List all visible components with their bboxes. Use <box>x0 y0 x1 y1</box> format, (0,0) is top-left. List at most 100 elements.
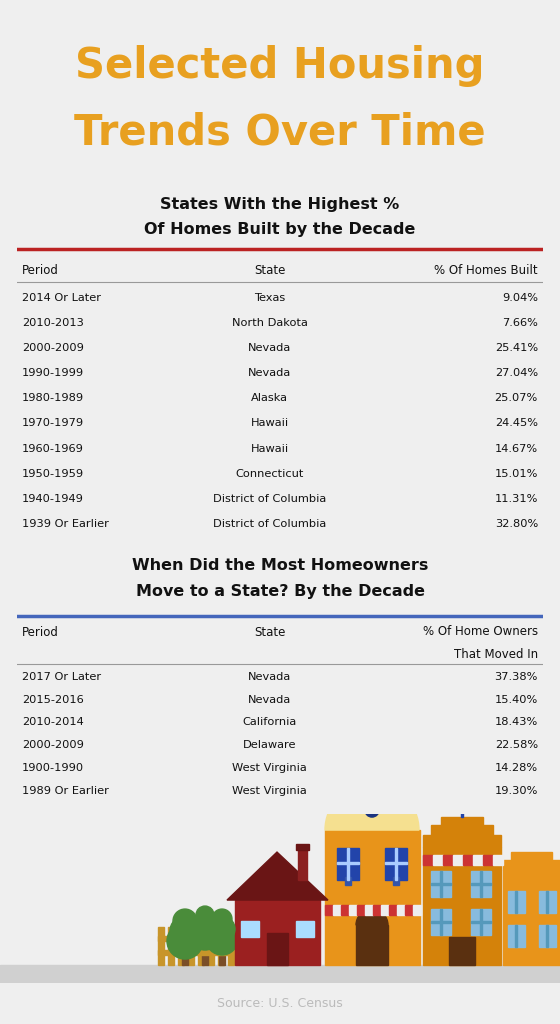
Bar <box>431 909 451 935</box>
Circle shape <box>196 906 214 924</box>
Bar <box>298 845 307 880</box>
Bar <box>188 927 194 965</box>
Bar <box>371 773 373 792</box>
Bar <box>423 855 433 865</box>
Text: When Did the Most Homeowners: When Did the Most Homeowners <box>132 558 428 573</box>
Bar <box>431 921 451 923</box>
Circle shape <box>206 923 238 955</box>
Text: 1980-1989: 1980-1989 <box>22 393 84 403</box>
Text: % Of Home Owners: % Of Home Owners <box>423 625 538 638</box>
Bar <box>483 855 493 865</box>
Text: 15.40%: 15.40% <box>494 694 538 705</box>
Bar <box>431 825 493 836</box>
Text: California: California <box>242 718 297 727</box>
Circle shape <box>167 923 203 959</box>
Circle shape <box>193 913 217 937</box>
Bar <box>381 905 389 915</box>
Text: 2010-2013: 2010-2013 <box>22 318 84 328</box>
Bar <box>413 905 421 915</box>
Text: 25.07%: 25.07% <box>494 393 538 403</box>
Bar <box>480 871 482 897</box>
Bar <box>385 848 407 880</box>
Bar <box>457 797 467 800</box>
Text: State: State <box>254 626 285 639</box>
Text: 2017 Or Later: 2017 Or Later <box>22 672 101 682</box>
Circle shape <box>365 803 379 817</box>
Text: 25.41%: 25.41% <box>495 343 538 353</box>
Circle shape <box>170 916 200 946</box>
Bar <box>493 855 503 865</box>
Text: 22.58%: 22.58% <box>495 740 538 751</box>
Bar <box>325 830 420 965</box>
Text: 2010-2014: 2010-2014 <box>22 718 84 727</box>
Bar <box>546 891 548 913</box>
Text: 18.43%: 18.43% <box>494 718 538 727</box>
Bar <box>440 909 442 935</box>
Bar <box>539 891 556 913</box>
Bar <box>546 925 548 947</box>
Bar <box>539 925 556 947</box>
Text: 1940-1949: 1940-1949 <box>22 494 84 504</box>
Text: Delaware: Delaware <box>242 740 296 751</box>
Bar <box>395 848 397 880</box>
Bar <box>228 927 234 965</box>
Text: Hawaii: Hawaii <box>250 443 288 454</box>
Bar <box>423 836 501 847</box>
Text: 1989 Or Earlier: 1989 Or Earlier <box>22 786 109 796</box>
Wedge shape <box>356 909 388 925</box>
Bar <box>471 871 491 897</box>
Text: That Moved In: That Moved In <box>454 648 538 662</box>
Text: District of Columbia: District of Columbia <box>213 519 326 528</box>
Bar <box>515 891 517 913</box>
Bar <box>349 905 357 915</box>
Text: 1960-1969: 1960-1969 <box>22 443 84 454</box>
Text: 2000-2009: 2000-2009 <box>22 343 84 353</box>
Bar <box>158 950 236 955</box>
Text: Nevada: Nevada <box>248 343 291 353</box>
Bar <box>385 862 407 864</box>
Text: West Virginia: West Virginia <box>232 763 307 773</box>
Text: 14.67%: 14.67% <box>495 443 538 454</box>
Text: States With the Highest %: States With the Highest % <box>160 197 400 212</box>
Bar <box>405 905 413 915</box>
Bar <box>503 870 560 965</box>
Text: 1950-1959: 1950-1959 <box>22 469 84 478</box>
Bar <box>158 936 236 941</box>
Bar <box>345 878 351 885</box>
Text: Period: Period <box>22 264 59 276</box>
Text: 9.04%: 9.04% <box>502 293 538 303</box>
Bar <box>365 905 373 915</box>
Wedge shape <box>325 783 419 830</box>
Text: 37.38%: 37.38% <box>494 672 538 682</box>
Text: 32.80%: 32.80% <box>494 519 538 528</box>
Text: Source: U.S. Census: Source: U.S. Census <box>217 997 343 1010</box>
Bar <box>463 855 473 865</box>
Bar <box>0 965 560 983</box>
Text: 1990-1999: 1990-1999 <box>22 369 84 378</box>
Text: 11.31%: 11.31% <box>494 494 538 504</box>
Bar <box>441 817 483 825</box>
Text: Nevada: Nevada <box>248 694 291 705</box>
Bar <box>198 927 204 965</box>
Bar <box>423 847 501 965</box>
Text: 1970-1979: 1970-1979 <box>22 419 84 428</box>
Bar <box>235 900 320 965</box>
Bar <box>461 799 463 817</box>
Circle shape <box>209 916 235 942</box>
Bar <box>503 860 560 870</box>
Bar <box>341 905 349 915</box>
Bar <box>333 905 341 915</box>
Text: Selected Housing: Selected Housing <box>75 45 485 87</box>
Text: West Virginia: West Virginia <box>232 786 307 796</box>
Text: 2015-2016: 2015-2016 <box>22 694 84 705</box>
Text: 24.45%: 24.45% <box>495 419 538 428</box>
Text: 15.01%: 15.01% <box>494 469 538 478</box>
Bar <box>449 937 475 965</box>
Polygon shape <box>227 852 328 900</box>
Bar <box>356 925 388 965</box>
Bar <box>178 927 184 965</box>
Text: 1900-1990: 1900-1990 <box>22 763 84 773</box>
Bar <box>202 935 208 965</box>
Text: Move to a State? By the Decade: Move to a State? By the Decade <box>136 585 424 599</box>
Text: Hawaii: Hawaii <box>250 419 288 428</box>
